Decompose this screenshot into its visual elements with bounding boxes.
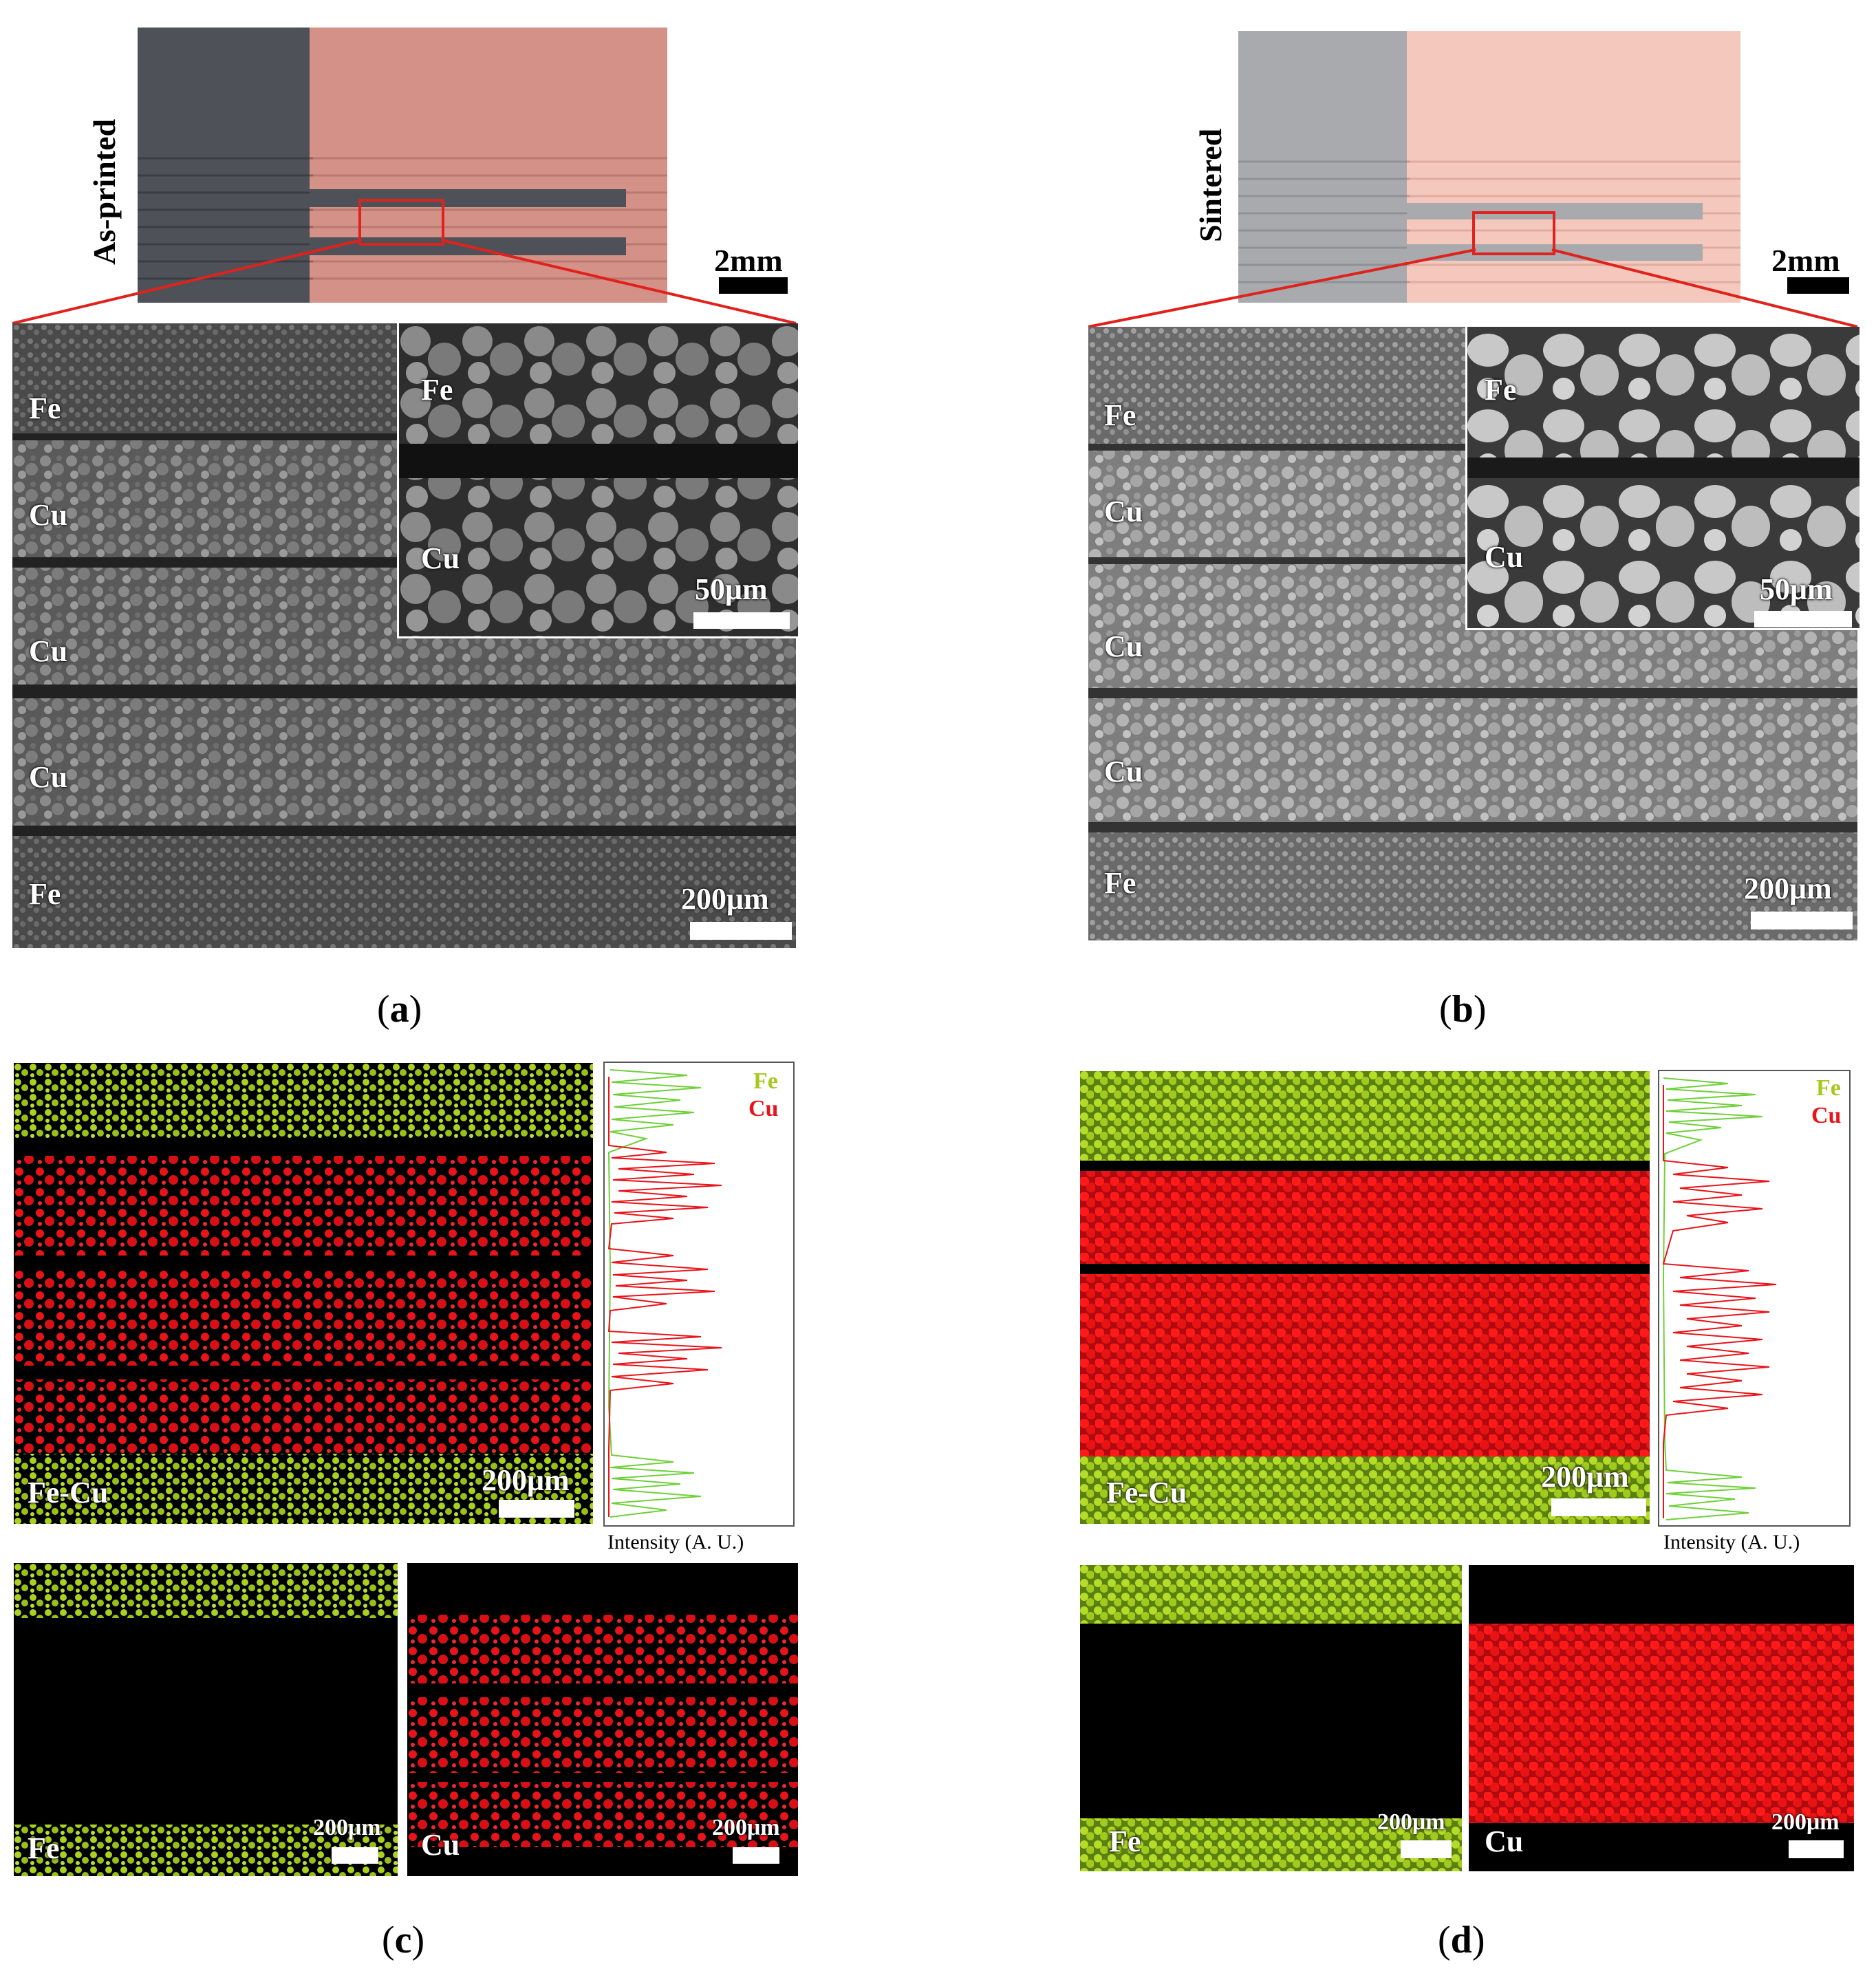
intensity-axis-label: Intensity (A. U.) <box>1663 1531 1800 1553</box>
layer-label-fe-top: Fe <box>1104 398 1136 432</box>
caption-d: (d) <box>1438 1919 1485 1961</box>
intensity-axis-label: Intensity (A. U.) <box>607 1531 744 1553</box>
legend-cu: Cu <box>1811 1103 1842 1128</box>
inset-scale-label: 50μm <box>695 572 768 606</box>
layer-label-cu-1: Cu <box>29 498 68 532</box>
layer-label-fe-bottom: Fe <box>29 877 61 911</box>
cu-map-scale-bar <box>1789 1840 1844 1858</box>
line-profile-plot <box>1658 1070 1851 1527</box>
layer-label-cu-2: Cu <box>29 634 68 668</box>
caption-b: (b) <box>1439 988 1487 1031</box>
main-scale-bar <box>690 922 792 940</box>
inset-scale-bar <box>693 612 790 629</box>
inset-scale-label: 50μm <box>1760 572 1833 606</box>
fe-map-scale-bar <box>1401 1840 1452 1858</box>
map-label-fe-cu: Fe-Cu <box>28 1476 109 1509</box>
legend-fe: Fe <box>753 1068 778 1094</box>
inset-label-cu: Cu <box>421 541 460 575</box>
main-scale-label: 200μm <box>1744 872 1832 905</box>
eds-map-cu <box>407 1563 798 1876</box>
fe-map-label: Fe <box>28 1831 60 1865</box>
layer-label-cu-3: Cu <box>1104 755 1143 788</box>
inset-label-fe: Fe <box>421 373 453 407</box>
layer-label-cu-3: Cu <box>29 760 68 794</box>
main-scale-bar <box>1751 912 1853 929</box>
eds-map-fe-cu <box>1080 1071 1650 1524</box>
caption-a: (a) <box>377 988 422 1031</box>
as-printed-photo <box>138 28 667 303</box>
inset-label-cu: Cu <box>1485 540 1524 574</box>
eds-map-fe-cu <box>14 1063 593 1524</box>
layer-label-cu-2: Cu <box>1104 629 1143 663</box>
fe-map-scale-label: 200μm <box>313 1815 381 1840</box>
cu-map-label: Cu <box>421 1828 460 1862</box>
cu-map-scale-label: 200μm <box>712 1815 780 1840</box>
inset-label-fe: Fe <box>1485 373 1517 407</box>
fe-map-scale-bar <box>332 1847 378 1864</box>
layer-label-fe-bottom: Fe <box>1104 866 1136 900</box>
eds-map-fe <box>14 1563 398 1876</box>
cu-map-label: Cu <box>1485 1825 1524 1858</box>
map-scale-bar <box>499 1500 574 1518</box>
zoom-lines <box>1088 248 1858 328</box>
caption-c: (c) <box>382 1919 425 1961</box>
map-scale-bar <box>1551 1498 1646 1516</box>
main-scale-label: 200μm <box>681 882 769 916</box>
sem-inset-sintered <box>1465 327 1859 630</box>
scale-label-2mm: 2mm <box>714 243 783 278</box>
line-profile-plot <box>603 1062 795 1527</box>
zoom-box <box>358 199 444 246</box>
layer-label-fe-top: Fe <box>29 391 61 425</box>
inset-scale-bar <box>1754 611 1852 627</box>
legend-fe: Fe <box>1816 1075 1841 1101</box>
zoom-lines <box>12 239 797 325</box>
scale-bar-2mm <box>1787 277 1849 294</box>
sintered-photo <box>1238 31 1740 303</box>
fe-map-scale-label: 200μm <box>1377 1809 1445 1835</box>
map-label-fe-cu: Fe-Cu <box>1106 1476 1187 1509</box>
cu-map-scale-label: 200μm <box>1771 1809 1840 1835</box>
scale-label-2mm: 2mm <box>1771 243 1840 278</box>
scale-bar-2mm <box>719 277 788 294</box>
zoom-box <box>1472 211 1555 255</box>
layer-label-cu-1: Cu <box>1104 495 1143 528</box>
eds-map-cu <box>1469 1565 1854 1871</box>
fe-map-label: Fe <box>1109 1825 1141 1858</box>
map-scale-label: 200μm <box>482 1463 570 1497</box>
eds-map-fe <box>1080 1565 1462 1871</box>
map-scale-label: 200μm <box>1541 1460 1629 1494</box>
legend-cu: Cu <box>748 1096 779 1121</box>
sem-inset-as-printed <box>397 323 798 638</box>
cu-map-scale-bar <box>733 1847 779 1864</box>
